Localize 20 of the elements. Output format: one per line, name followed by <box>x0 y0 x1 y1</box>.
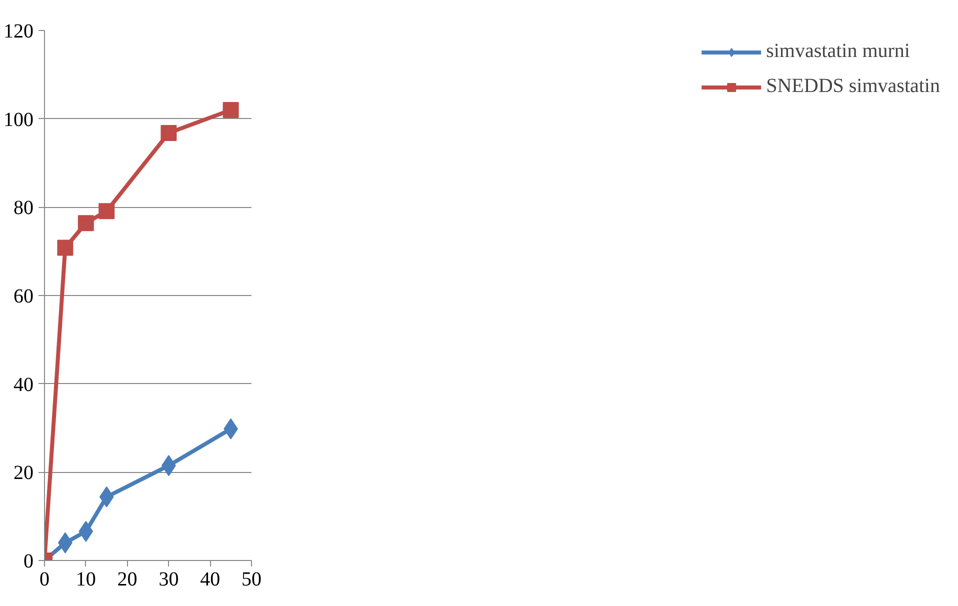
x-tick-label: 20 <box>117 568 138 590</box>
y-tick-label: 120 <box>4 20 34 42</box>
x-tick-label: 50 <box>242 568 262 590</box>
point <box>160 124 177 141</box>
legend-label: simvastatin murni <box>766 40 910 63</box>
point <box>98 203 115 220</box>
legend-label: SNEDDS simvastatin <box>766 75 940 98</box>
point <box>57 240 74 256</box>
point <box>222 102 239 118</box>
x-tick-label: 30 <box>158 568 179 590</box>
y-tick-label: 100 <box>4 108 34 131</box>
x-tick-label: 0 <box>40 568 50 590</box>
point <box>78 215 94 232</box>
x-tick-label: 10 <box>76 568 96 590</box>
y-tick-label: 60 <box>14 286 34 308</box>
y-tick-label: 0 <box>24 550 34 572</box>
x-tick-label: 40 <box>200 568 220 590</box>
y-tick-label: 40 <box>14 374 34 396</box>
y-tick-label: 80 <box>14 197 34 220</box>
y-tick-label: 20 <box>14 462 34 484</box>
